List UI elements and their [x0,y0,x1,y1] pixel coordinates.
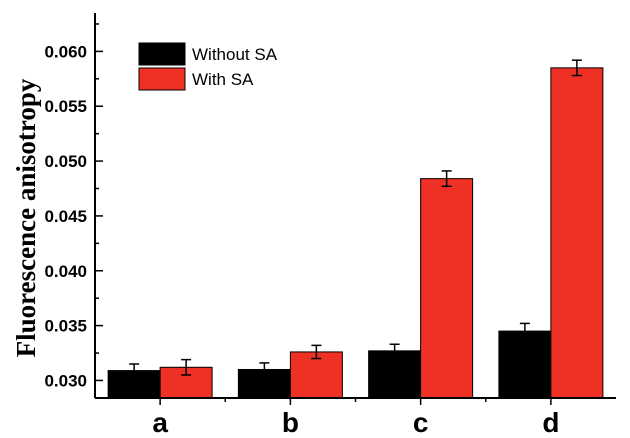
bars-layer [107,59,604,399]
y-tick-label: 0.030 [44,371,87,390]
legend-swatch-with-sa [138,67,186,91]
y-tick-label: 0.050 [44,152,87,171]
x-tick-label-a: a [152,407,168,438]
y-tick-label: 0.045 [44,207,87,226]
bar-with-sa-d [550,67,604,399]
legend-label-without-sa: Without SA [192,45,278,64]
y-tick-label: 0.040 [44,262,87,281]
y-tick-label: 0.055 [44,97,87,116]
y-tick-label: 0.035 [44,317,87,336]
y-tick-label: 0.060 [44,42,87,61]
legend-label-with-sa: With SA [192,70,254,89]
bar-without-sa-d [498,330,552,399]
x-tick-label-c: c [413,407,429,438]
axes-layer: 0.030 0.035 0.040 0.045 0.050 0.055 0.060 a b c d [44,13,616,438]
legend-swatch-without-sa [138,42,186,66]
x-tick-label-d: d [542,407,559,438]
legend: Without SA With SA [138,42,278,91]
bar-with-sa-c [420,178,474,399]
y-axis-label: Fluorescence anisotropy [11,78,41,357]
x-tick-label-b: b [282,407,299,438]
